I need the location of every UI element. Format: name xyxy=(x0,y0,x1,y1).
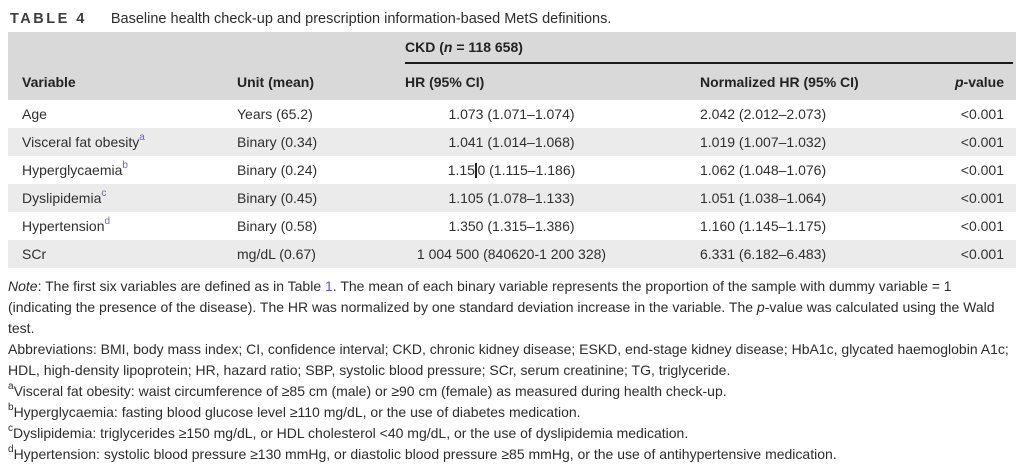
footnote-b-marker: b xyxy=(8,402,14,414)
hr-cell: 1.073 (1.071–1.074) xyxy=(448,106,575,122)
footnote-c: cDyslipidemia: triglycerides ≥150 mg/dL,… xyxy=(8,423,689,441)
hr-cell: 1.105 (1.078–1.133) xyxy=(448,190,575,206)
pvalue-cell: <0.001 xyxy=(960,218,1004,234)
variable-name: Hyperglycaemia xyxy=(22,162,123,178)
variable-name: Dyslipidemia xyxy=(22,190,102,206)
footnote-marker-c[interactable]: c xyxy=(101,188,107,200)
normalized-hr-cell: 6.331 (6.182–6.483) xyxy=(700,246,827,262)
normalized-hr-cell: 1.160 (1.145–1.175) xyxy=(700,218,827,234)
table-caption: TABLE 4 Baseline health check-up and pre… xyxy=(0,0,1024,32)
table-notes: Note: The first six variables are define… xyxy=(8,276,1018,465)
variable-name: SCr xyxy=(22,246,47,262)
footnote-d: dHypertension: systolic blood pressure ≥… xyxy=(8,444,837,462)
group-header-row: CKD (n = 118 658) xyxy=(8,32,1016,64)
footnote-d-marker: d xyxy=(8,444,14,456)
column-header-hr: HR (95% CI) xyxy=(405,74,485,90)
abbreviations-paragraph: Abbreviations: BMI, body mass index; CI,… xyxy=(8,341,1009,378)
normalized-hr-cell: 1.051 (1.038–1.064) xyxy=(700,190,827,206)
hr-cell: 1.041 (1.014–1.068) xyxy=(448,134,575,150)
footnote-a: aVisceral fat obesity: waist circumferen… xyxy=(8,381,727,399)
table-row-visceral-fat-obesity: Visceral fat obesitya Binary (0.34) 1.04… xyxy=(8,128,1016,156)
normalized-hr-cell: 1.019 (1.007–1.032) xyxy=(700,134,827,150)
table-1-link[interactable]: 1 xyxy=(325,278,333,294)
table-row-hyperglycaemia: Hyperglycaemiab Binary (0.24) 1.15 0 (1.1… xyxy=(8,156,1016,184)
column-header-variable: Variable xyxy=(22,74,76,90)
note-paragraph: Note: The first six variables are define… xyxy=(8,278,995,336)
table-row-scr: SCr mg/dL (0.67) 1 004 500 (840620-1 200… xyxy=(8,240,1016,268)
mets-definitions-table: CKD (n = 118 658) Variable Unit (mean) H… xyxy=(8,32,1016,268)
pvalue-cell: <0.001 xyxy=(960,162,1004,178)
footnote-c-marker: c xyxy=(8,423,13,435)
footnote-a-marker: a xyxy=(8,381,14,393)
variable-name: Age xyxy=(22,106,47,122)
footnote-marker-a[interactable]: a xyxy=(139,132,145,144)
unit-cell: mg/dL (0.67) xyxy=(237,246,316,262)
column-header-row: Variable Unit (mean) HR (95% CI) Normali… xyxy=(8,64,1016,100)
n-symbol: n xyxy=(443,39,453,55)
table-row-age: Age Years (65.2) 1.073 (1.071–1.074) 2.0… xyxy=(8,100,1016,128)
table-header: CKD (n = 118 658) Variable Unit (mean) H… xyxy=(8,32,1016,100)
variable-name: Visceral fat obesity xyxy=(22,134,140,150)
table-number-label: TABLE 4 xyxy=(10,11,87,27)
footnote-marker-b[interactable]: b xyxy=(122,160,128,172)
unit-cell: Years (65.2) xyxy=(237,106,313,122)
pvalue-cell: <0.001 xyxy=(960,134,1004,150)
unit-cell: Binary (0.58) xyxy=(237,218,318,234)
column-header-unit: Unit (mean) xyxy=(237,74,314,90)
unit-cell: Binary (0.45) xyxy=(237,190,318,206)
note-label: Note xyxy=(8,278,38,294)
table-row-dyslipidemia: Dyslipidemiac Binary (0.45) 1.105 (1.078… xyxy=(8,184,1016,212)
hr-cell: 1.15 0 (1.115–1.186) xyxy=(447,162,576,178)
column-header-pvalue: p-value xyxy=(954,74,1004,90)
ckd-group-header: CKD (n = 118 658) xyxy=(405,39,1013,64)
pvalue-cell: <0.001 xyxy=(960,246,1004,262)
column-header-normalized-hr: Normalized HR (95% CI) xyxy=(700,74,859,90)
hr-cell: 1 004 500 (840620-1 200 328) xyxy=(416,246,607,262)
variable-name: Hypertension xyxy=(22,218,105,234)
unit-cell: Binary (0.34) xyxy=(237,134,318,150)
hr-cell: 1.350 (1.315–1.386) xyxy=(448,218,575,234)
normalized-hr-cell: 2.042 (2.012–2.073) xyxy=(700,106,827,122)
pvalue-cell: <0.001 xyxy=(960,190,1004,206)
pvalue-cell: <0.001 xyxy=(960,106,1004,122)
table-row-hypertension: Hypertensiond Binary (0.58) 1.350 (1.315… xyxy=(8,212,1016,240)
footnote-b: bHyperglycaemia: fasting blood glucose l… xyxy=(8,402,581,420)
normalized-hr-cell: 1.062 (1.048–1.076) xyxy=(700,162,827,178)
text-caret xyxy=(475,163,477,178)
unit-cell: Binary (0.24) xyxy=(237,162,318,178)
p-symbol: p xyxy=(756,299,765,315)
footnote-marker-d[interactable]: d xyxy=(104,216,111,228)
table-title: Baseline health check-up and prescriptio… xyxy=(110,11,612,27)
